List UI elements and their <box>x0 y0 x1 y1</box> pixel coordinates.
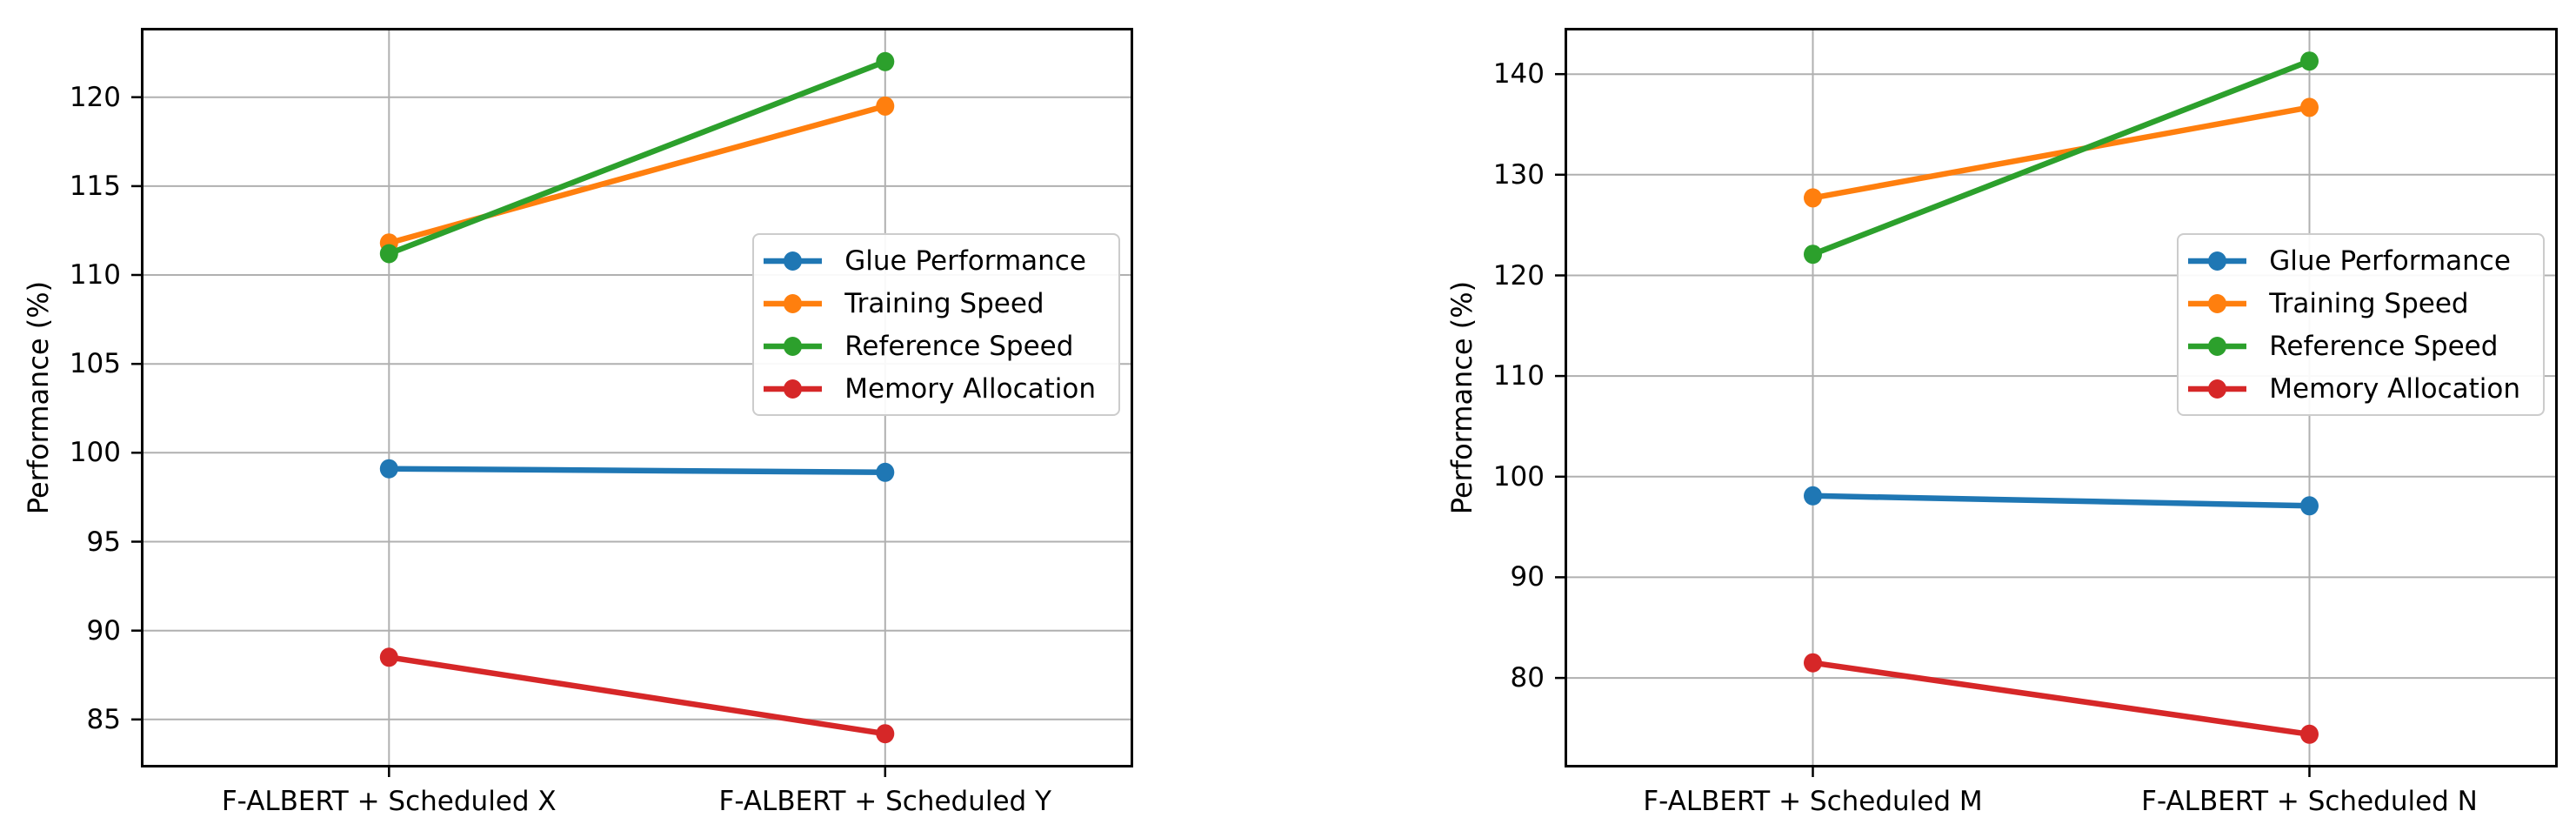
legend-item-reference-speed: Reference Speed <box>2186 325 2520 367</box>
reference-speed-line-marker-icon <box>764 336 823 356</box>
y-tick-label: 115 <box>69 170 121 202</box>
y-tick-label: 120 <box>1492 259 1545 292</box>
y-tick-label: 85 <box>86 703 121 735</box>
right-x-tick-label-scheduled-n: F-ALBERT + Scheduled N <box>2141 786 2478 817</box>
y-tick-label: 120 <box>69 81 121 113</box>
series-line <box>1810 493 2312 509</box>
y-tick-label: 90 <box>86 614 121 647</box>
legend-item-glue-performance: Glue Performance <box>762 239 1096 282</box>
y-tick-label: 140 <box>1492 58 1545 90</box>
series-line <box>386 58 889 257</box>
y-tick-label: 110 <box>1492 360 1545 392</box>
data-point-marker <box>1804 245 1822 265</box>
legend-item-memory-allocation: Memory Allocation <box>2186 367 2520 410</box>
y-tick-label: 100 <box>1492 460 1545 493</box>
memory-allocation-line-marker-icon <box>2188 379 2247 399</box>
legend-item-memory-allocation: Memory Allocation <box>762 367 1096 410</box>
y-tick-label: 110 <box>69 259 121 291</box>
legend-label: Glue Performance <box>844 245 1086 277</box>
data-point-marker <box>876 96 895 116</box>
right-plot-area <box>1555 28 2558 777</box>
left-x-tick-label-scheduled-x: F-ALBERT + Scheduled X <box>221 786 557 817</box>
y-tick-label: 100 <box>69 437 121 469</box>
y-tick-label: 130 <box>1492 158 1545 191</box>
y-tick-label: 80 <box>1510 662 1545 694</box>
legend-item-reference-speed: Reference Speed <box>762 325 1096 367</box>
legend-item-glue-performance: Glue Performance <box>2186 239 2520 282</box>
right-y-axis-label: Performance (%) <box>1445 280 1478 515</box>
legend-label: Training Speed <box>2269 287 2469 319</box>
series-line <box>1810 57 2312 258</box>
data-point-marker <box>379 459 398 479</box>
data-point-marker <box>1804 653 1822 673</box>
legend-label: Glue Performance <box>2269 245 2511 277</box>
data-point-marker <box>2300 51 2319 71</box>
left-y-axis-label: Performance (%) <box>22 280 55 515</box>
legend-item-training-speed: Training Speed <box>762 282 1096 325</box>
glue-performance-line-marker-icon <box>764 251 823 271</box>
left-chart: Performance (%) F-ALBERT + Scheduled X F… <box>22 28 1133 817</box>
right-legend: Glue Performance Training Speed Referenc… <box>2177 233 2545 416</box>
legend-label: Reference Speed <box>844 330 1074 362</box>
training-speed-line-marker-icon <box>764 293 823 313</box>
data-point-marker <box>1804 188 1822 208</box>
training-speed-line-marker-icon <box>2188 293 2247 313</box>
series-line <box>1810 104 2312 201</box>
series-line <box>386 466 889 476</box>
y-tick-label: 90 <box>1510 561 1545 593</box>
y-tick-label: 105 <box>69 348 121 380</box>
series-line <box>1810 660 2312 738</box>
plot-border <box>1565 28 2558 767</box>
data-point-marker <box>2300 97 2319 117</box>
right-x-tick-label-scheduled-m: F-ALBERT + Scheduled M <box>1643 786 1983 817</box>
legend-label: Memory Allocation <box>844 372 1096 405</box>
data-point-marker <box>379 244 398 264</box>
reference-speed-line-marker-icon <box>2188 336 2247 356</box>
data-point-marker <box>876 462 895 482</box>
y-tick-label: 95 <box>86 526 121 558</box>
legend-label: Reference Speed <box>2269 330 2499 362</box>
data-point-marker <box>876 51 895 71</box>
legend-label: Memory Allocation <box>2269 372 2520 405</box>
data-point-marker <box>379 647 398 667</box>
left-plot-area <box>131 28 1133 777</box>
data-point-marker <box>2300 496 2319 516</box>
data-point-marker <box>1804 486 1822 506</box>
right-chart: Performance (%) F-ALBERT + Scheduled M F… <box>1445 28 2558 817</box>
legend-item-training-speed: Training Speed <box>2186 282 2520 325</box>
glue-performance-line-marker-icon <box>2188 251 2247 271</box>
memory-allocation-line-marker-icon <box>764 379 823 399</box>
series-line <box>386 654 889 737</box>
left-legend: Glue Performance Training Speed Referenc… <box>752 233 1120 416</box>
data-point-marker <box>2300 724 2319 744</box>
left-x-tick-label-scheduled-y: F-ALBERT + Scheduled Y <box>718 786 1052 817</box>
legend-label: Training Speed <box>844 287 1044 319</box>
plot-border <box>141 28 1133 767</box>
data-point-marker <box>876 724 895 744</box>
